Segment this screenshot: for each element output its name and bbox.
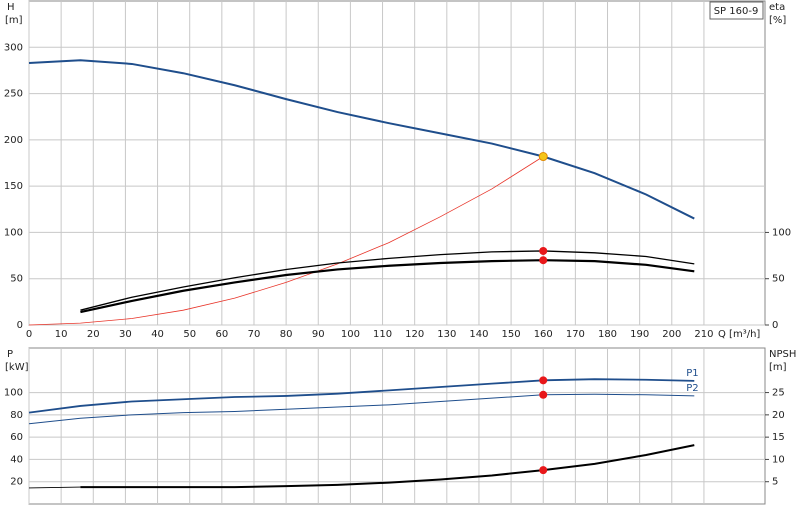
x-tick-label: 30 — [119, 329, 132, 340]
y2-tick-label: 100 — [772, 227, 791, 238]
y2-tick-label: 10 — [772, 454, 785, 465]
series-line — [28, 59, 695, 220]
y2-axis-unit: [m] — [769, 362, 787, 373]
series-line — [28, 486, 81, 489]
y-tick-label: 20 — [10, 477, 23, 488]
operating-point — [539, 466, 548, 475]
y-axis-label: H — [7, 2, 15, 13]
y-tick-label: 200 — [4, 135, 23, 146]
y-tick-label: 250 — [4, 89, 23, 100]
x-tick-label: 70 — [248, 329, 261, 340]
x-tick-label: 180 — [598, 329, 617, 340]
y2-tick-label: 20 — [772, 410, 785, 421]
y-tick-label: 0 — [17, 320, 23, 331]
series-line — [80, 259, 695, 314]
x-tick-label: 10 — [55, 329, 68, 340]
x-tick-label: 50 — [183, 329, 196, 340]
y-axis-unit: [kW] — [5, 362, 29, 373]
x-axis-label: Q [m³/h] — [718, 329, 760, 340]
x-tick-label: 60 — [215, 329, 228, 340]
y-tick-label: 60 — [10, 432, 23, 443]
plot-frame — [28, 0, 766, 326]
y2-axis-label: NPSH — [769, 349, 796, 360]
x-tick-label: 150 — [502, 329, 521, 340]
x-tick-label: 210 — [694, 329, 713, 340]
x-tick-label: 190 — [630, 329, 649, 340]
series-label: P2 — [686, 383, 698, 394]
x-tick-label: 40 — [151, 329, 164, 340]
y-axis-unit: [m] — [5, 15, 23, 26]
x-tick-label: 0 — [26, 329, 32, 340]
y2-axis-unit: [%] — [769, 15, 786, 26]
y2-tick-label: 25 — [772, 388, 785, 399]
y-tick-label: 50 — [10, 274, 23, 285]
operating-point — [539, 390, 548, 399]
y-tick-label: 80 — [10, 410, 23, 421]
chart-title: SP 160-9 — [714, 6, 759, 17]
y-tick-label: 100 — [4, 388, 23, 399]
y2-tick-label: 15 — [772, 432, 785, 443]
operating-point — [539, 376, 548, 385]
x-tick-label: 140 — [469, 329, 488, 340]
y-tick-label: 300 — [4, 42, 23, 53]
x-tick-label: 90 — [312, 329, 325, 340]
x-tick-label: 200 — [662, 329, 681, 340]
operating-point — [539, 256, 548, 265]
y-axis-label: P — [7, 349, 13, 360]
x-tick-label: 120 — [405, 329, 424, 340]
y-tick-label: 100 — [4, 227, 23, 238]
series-line — [28, 378, 695, 414]
y2-tick-label: 50 — [772, 274, 785, 285]
y2-axis-label: eta — [769, 2, 785, 13]
x-tick-label: 80 — [280, 329, 293, 340]
series-line — [80, 444, 695, 489]
y-tick-label: 150 — [4, 181, 23, 192]
operating-point — [538, 152, 548, 162]
x-tick-label: 100 — [341, 329, 360, 340]
x-tick-label: 110 — [373, 329, 392, 340]
x-tick-label: 20 — [87, 329, 100, 340]
series-line — [28, 393, 695, 425]
operating-point — [539, 246, 548, 255]
y2-tick-label: 0 — [772, 320, 778, 331]
plot-frame — [28, 347, 766, 505]
series-line — [28, 156, 544, 326]
series-label: P1 — [686, 368, 698, 379]
y2-tick-label: 5 — [772, 477, 778, 488]
series-line — [80, 250, 695, 311]
x-tick-label: 160 — [534, 329, 553, 340]
y-tick-label: 40 — [10, 454, 23, 465]
title-box — [709, 1, 764, 20]
x-tick-label: 130 — [437, 329, 456, 340]
x-tick-label: 170 — [566, 329, 585, 340]
